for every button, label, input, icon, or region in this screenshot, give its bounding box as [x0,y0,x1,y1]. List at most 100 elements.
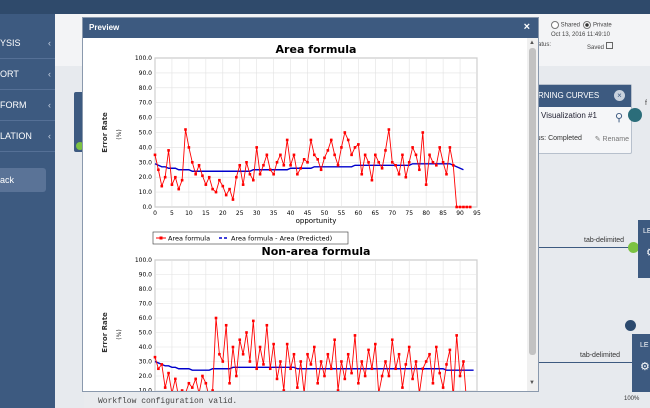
visualization-node-card[interactable]: RNING CURVES × Visualization #1 ⚲ tatus:… [528,84,632,154]
y-tick-label: 100.0 [135,257,152,264]
scrollbar-thumb[interactable] [529,48,536,355]
data-point [323,374,326,378]
y-tick-label: 70.0 [139,100,153,107]
back-button-label: ack [0,175,15,185]
data-point [251,319,255,323]
data-point [255,367,258,371]
gear-icon[interactable]: ⚙ [646,246,650,259]
y-tick-label: 70.0 [139,301,153,308]
sidebar-item-visualization[interactable]: LATION ‹ [0,121,55,152]
data-point [275,161,279,164]
sidebar-item-report[interactable]: ORT ‹ [0,59,55,90]
data-point [340,146,343,149]
workflow-node[interactable]: LE ⚙ [638,220,650,278]
workflow-node[interactable]: LE ⚙ [632,334,650,392]
data-point [448,146,452,149]
data-point [407,161,411,164]
node-label: LE [643,228,650,235]
node-status-dot [76,142,84,150]
y-axis-unit: (%) [116,329,123,339]
x-tick-label: 10 [185,210,193,217]
data-point [214,190,218,194]
back-button[interactable]: ack [0,168,46,192]
data-point [323,156,326,160]
sidebar-item-transform[interactable]: FORM ‹ [0,90,55,121]
data-point [228,187,231,191]
private-radio[interactable] [583,21,592,29]
data-point [289,367,292,371]
data-point [397,352,401,356]
chevron-left-icon: ‹ [48,69,51,79]
data-point [407,345,411,349]
shared-radio[interactable] [551,21,559,29]
data-point [316,158,319,161]
data-point [313,153,316,157]
data-point [418,168,421,172]
data-point [445,363,448,366]
data-point [235,374,238,378]
x-tick-label: 95 [473,210,481,217]
data-point [401,153,404,157]
sidebar-item-analysis[interactable]: YSIS ‹ [0,28,55,59]
data-point [346,352,350,356]
data-point [350,371,353,375]
x-axis-label: opportunity [296,217,337,225]
x-tick-label: 25 [236,210,244,217]
modal-body[interactable]: Area formula 0.0 10.0 20.0 30.0 40.0 50.0 60.0 7… [83,38,538,391]
data-point [380,374,384,378]
data-point [214,316,218,320]
data-point [329,367,333,371]
y-tick-label: 30.0 [139,159,153,166]
workflow-node-partial[interactable] [74,92,84,152]
console-panel: Workflow configuration valid. [84,390,530,408]
data-point [333,338,336,342]
data-point [357,381,360,385]
gear-icon[interactable]: ⚙ [640,361,650,373]
timestamp: Oct 13, 2016 11:49:10 [551,32,610,38]
data-point [163,175,167,179]
data-point [414,360,418,363]
data-point [255,146,258,149]
data-point [367,348,370,352]
sidebar: YSIS ‹ ORT ‹ FORM ‹ LATION ‹ ack [0,14,55,408]
y-tick-label: 100.0 [135,55,152,62]
data-point [333,153,336,157]
data-point [374,342,377,346]
data-point [404,363,408,366]
data-point [340,360,343,363]
scroll-up-icon[interactable]: ▲ [529,40,535,46]
x-tick-label: 90 [456,210,464,217]
y-tick-label: 50.0 [139,330,153,337]
node-port-dot[interactable] [625,320,636,331]
x-tick-label: 55 [338,210,346,217]
chart-title: Non-area formula [262,245,371,258]
data-point [279,360,282,363]
data-point [241,352,245,356]
sidebar-item-label: LATION [0,131,32,141]
close-icon[interactable]: × [614,90,625,101]
data-point [248,172,252,176]
data-point [421,131,425,134]
x-tick-label: 50 [321,210,329,217]
data-point [387,374,391,378]
data-point [170,183,174,186]
y-tick-label: 80.0 [139,85,153,92]
data-point [265,323,269,327]
search-icon[interactable]: ⚲ [614,112,623,124]
data-point [387,128,391,131]
scroll-down-icon[interactable]: ▼ [529,380,535,386]
data-point [394,367,397,371]
rename-link[interactable]: ✎ Rename [594,136,629,143]
data-point [201,174,204,178]
data-point [194,377,197,381]
data-point [397,172,401,176]
node-port-dot[interactable] [628,108,642,122]
data-point [174,175,177,179]
data-point [465,205,469,209]
data-point [302,158,306,161]
close-icon[interactable]: × [523,21,530,33]
rename-label: Rename [602,136,629,143]
data-point [377,161,381,164]
data-point [353,334,357,337]
data-point [190,386,194,389]
